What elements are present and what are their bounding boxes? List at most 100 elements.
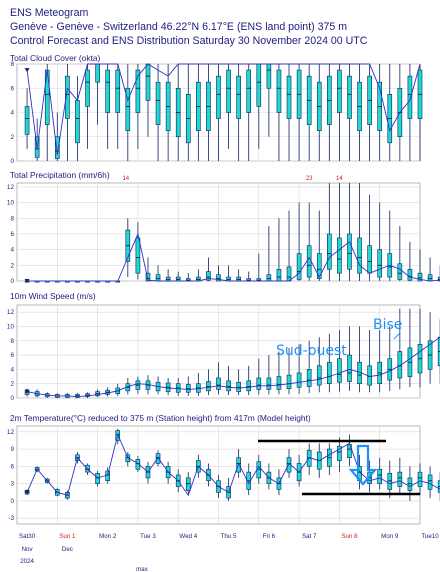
y-tick-label: 2: [10, 262, 14, 269]
box-15: [175, 64, 181, 161]
iqr-box: [105, 69, 110, 113]
y-tick-label: 8: [10, 338, 14, 345]
iqr-box: [266, 274, 272, 282]
box-37: [397, 457, 403, 496]
box-35: [377, 202, 383, 281]
iqr-box: [226, 380, 231, 392]
box-24: [266, 355, 272, 395]
box-11: [135, 64, 141, 149]
iqr-box: [417, 471, 423, 487]
box-20: [226, 265, 231, 282]
iqr-box: [256, 377, 262, 390]
box-37: [397, 226, 403, 281]
box-8: [105, 64, 110, 149]
box-41: [437, 319, 440, 384]
y-tick-label: 9: [10, 446, 14, 453]
box-19: [216, 265, 221, 282]
box-25: [276, 218, 282, 282]
iqr-box: [306, 245, 312, 278]
box-31: [337, 64, 342, 161]
y-tick-label: 4: [10, 110, 14, 117]
iqr-box: [216, 75, 221, 119]
box-5: [75, 392, 80, 398]
iqr-box: [75, 100, 80, 144]
x-axis: Sat30 Nov 2024 Sun 1 Dec Mon 2 Tue 3 Wed 4 Thu 5…: [19, 533, 439, 572]
box-40: [427, 257, 433, 282]
x-day-label: Tue10: [421, 533, 439, 540]
y-tick-label: 6: [10, 463, 14, 470]
box-11: [135, 376, 141, 394]
box-28: [306, 64, 312, 161]
box-29: [316, 337, 322, 393]
box-6: [85, 392, 90, 398]
x-day-label: Sat 7: [302, 533, 317, 540]
iqr-box: [216, 377, 221, 390]
box-0: [24, 88, 30, 149]
box-33: [357, 64, 362, 161]
iqr-box: [327, 233, 332, 270]
iqr-box: [306, 369, 312, 387]
iqr-box: [266, 63, 272, 89]
control-forecast-line: [27, 232, 440, 282]
panel-1: Total Cloud Cover (okta) 0 2 4 6 8: [10, 53, 423, 165]
panel-2: Total Precipitation (mm/6h) 0 2 4 6 8 10 12 14 23…: [7, 170, 440, 285]
box-34: [367, 64, 372, 161]
iqr-box: [286, 75, 292, 119]
iqr-box: [145, 272, 151, 282]
box-18: [206, 369, 211, 396]
box-18: [206, 257, 211, 281]
y-tick-label: 12: [7, 184, 15, 191]
iqr-box: [367, 245, 372, 274]
box-22: [246, 271, 252, 282]
box-39: [417, 308, 423, 388]
iqr-box: [397, 471, 403, 487]
box-33: [357, 326, 362, 393]
drop-arrow-icon: [348, 444, 378, 486]
box-25: [276, 351, 282, 395]
box-32: [347, 183, 352, 281]
panel-title: 10m Wind Speed (m/s): [10, 291, 96, 301]
box-15: [175, 377, 181, 396]
box-40: [427, 466, 433, 499]
iqr-box: [65, 75, 70, 119]
iqr-box: [337, 358, 342, 383]
panel-3: 10m Wind Speed (m/s) 0 2 4 6 8 10 12: [7, 291, 440, 402]
box-35: [377, 457, 383, 490]
y-tick-label: 0: [10, 158, 14, 165]
exceed-badge: 14: [336, 176, 343, 182]
panel-title: 2m Temperature(°C) reduced to 375 m (Sta…: [10, 413, 311, 423]
box-13: [155, 64, 161, 161]
iqr-box: [316, 365, 322, 386]
box-27: [296, 202, 302, 281]
iqr-box: [397, 263, 403, 280]
box-32: [347, 64, 352, 161]
box-30: [327, 443, 332, 475]
box-18: [206, 64, 211, 161]
iqr-box: [337, 237, 342, 274]
iqr-box: [337, 445, 342, 461]
x-day-label: Wed 4: [179, 533, 197, 540]
box-35: [377, 64, 383, 161]
box-31: [337, 330, 342, 392]
iqr-box: [357, 237, 362, 274]
x-day-label: Mon 2: [99, 533, 117, 540]
box-17: [196, 64, 201, 161]
iqr-box: [316, 253, 322, 279]
box-31: [337, 437, 342, 473]
y-tick-label: 6: [10, 231, 14, 238]
box-20: [226, 64, 231, 149]
iqr-box: [95, 63, 100, 83]
box-14: [165, 377, 171, 396]
y-tick-label: 2: [10, 381, 14, 388]
iqr-box: [256, 461, 262, 479]
y-tick-label: 3: [10, 481, 14, 488]
box-14: [165, 64, 171, 161]
x-day-label: Thu 5: [221, 533, 237, 540]
iqr-box: [337, 69, 342, 113]
iqr-box: [407, 477, 413, 491]
y-tick-label: 10: [7, 200, 15, 207]
y-tick-label: 10: [7, 323, 15, 330]
y-tick-label: 12: [7, 429, 15, 436]
box-28: [306, 340, 312, 393]
iqr-box: [155, 453, 161, 464]
